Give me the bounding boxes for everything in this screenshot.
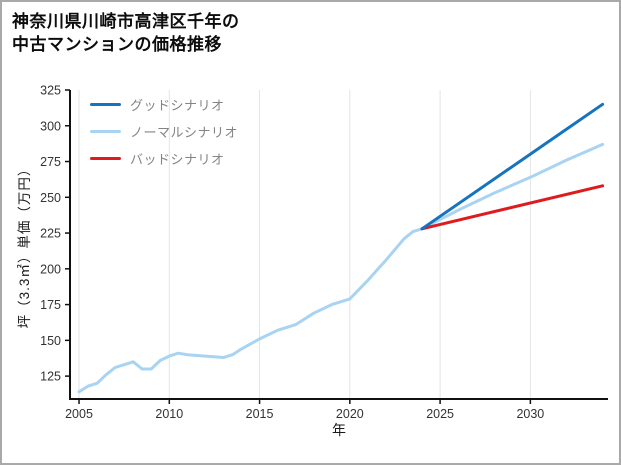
legend-label-good: グッドシナリオ <box>130 97 225 113</box>
x-tick-label: 2030 <box>516 407 544 421</box>
legend-item-normal: ノーマルシナリオ <box>90 122 238 140</box>
series-line-normal <box>77 142 605 394</box>
series-line-good <box>420 102 605 231</box>
x-tick-label: 2015 <box>246 407 274 421</box>
legend-label-normal: ノーマルシナリオ <box>130 124 239 140</box>
y-tick-label: 250 <box>40 191 61 205</box>
x-tick-label: 2020 <box>336 407 364 421</box>
legend-label-bad: バッドシナリオ <box>130 151 225 167</box>
legend-swatch-normal <box>90 129 121 133</box>
legend-swatch-good <box>90 102 121 106</box>
legend-swatch-bad <box>90 156 121 160</box>
y-tick-label: 225 <box>40 227 61 241</box>
y-tick-label: 125 <box>40 370 61 384</box>
y-tick-label: 275 <box>40 155 61 169</box>
y-tick-label: 325 <box>40 84 61 98</box>
y-tick-label: 300 <box>40 119 61 133</box>
legend-item-good: グッドシナリオ <box>90 95 238 113</box>
y-tick-label: 200 <box>40 262 61 276</box>
x-tick-label: 2025 <box>426 407 454 421</box>
x-tick-label: 2005 <box>65 407 93 421</box>
y-tick-label: 175 <box>40 298 61 312</box>
x-tick-label: 2010 <box>155 407 183 421</box>
legend-item-bad: バッドシナリオ <box>90 149 238 167</box>
y-axis-label: 坪（3.3㎡）単価（万円） <box>17 161 32 329</box>
x-axis-label: 年 <box>332 422 346 438</box>
series-line-bad <box>420 184 605 231</box>
page-title: 神奈川県川崎市高津区千年の 中古マンションの価格推移 <box>12 10 240 56</box>
y-tick-label: 150 <box>40 334 61 348</box>
legend: グッドシナリオ ノーマルシナリオ バッドシナリオ <box>90 95 238 167</box>
page-title-line1: 神奈川県川崎市高津区千年の <box>12 12 240 31</box>
page-title-line2: 中古マンションの価格推移 <box>12 35 222 54</box>
